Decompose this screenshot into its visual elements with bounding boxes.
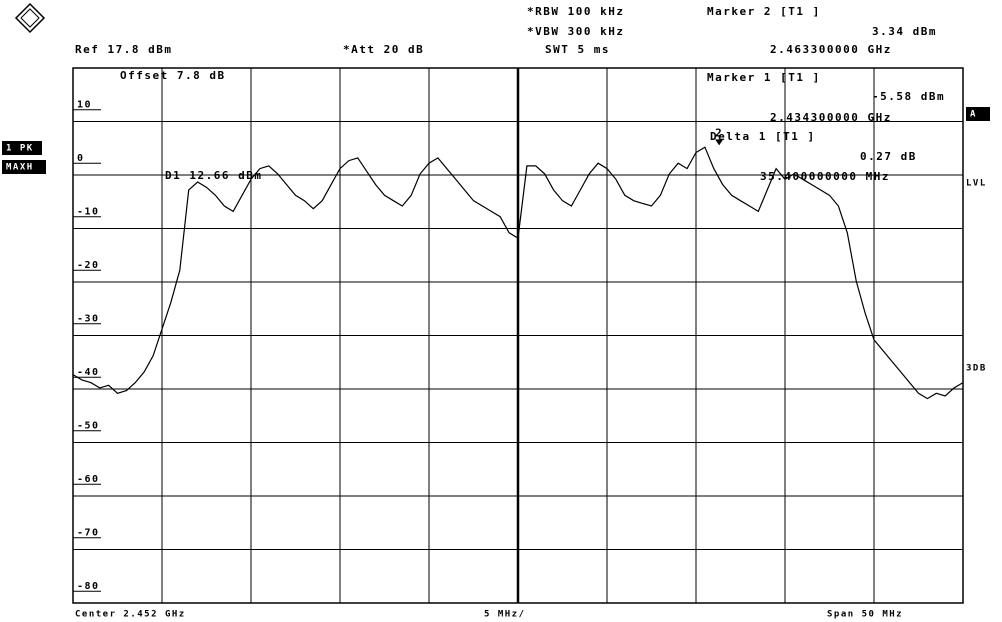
annotation: MAXH <box>6 163 34 173</box>
annotation: *Att 20 dB <box>343 43 424 56</box>
annotation: Marker 1 [T1 ] <box>707 71 821 84</box>
annotation: 0.27 dB <box>860 150 917 163</box>
trace <box>72 146 964 400</box>
annotation: Span 50 MHz <box>827 610 903 620</box>
marker <box>715 139 724 146</box>
y-tick-label: -60 <box>77 474 100 485</box>
y-tick-label: -50 <box>77 421 100 432</box>
annotation: 5 MHz/ <box>484 610 526 620</box>
status-box <box>966 107 990 121</box>
annotation: SWT 5 ms <box>545 43 610 56</box>
annotation: D1 12.66 dBm <box>165 169 262 182</box>
annotation: 3.34 dBm <box>872 25 937 38</box>
annotation: 2.463300000 GHz <box>770 43 892 56</box>
y-tick-label: -80 <box>77 581 100 592</box>
annotation: 2.434300000 GHz <box>770 111 892 124</box>
annotation: A <box>970 110 977 120</box>
annotation: LVL <box>966 179 987 189</box>
y-tick-label: 10 <box>77 100 92 111</box>
annotation: *VBW 300 kHz <box>527 25 624 38</box>
status-box <box>2 160 46 174</box>
annotation: 1 PK <box>6 144 34 154</box>
logo <box>14 2 46 34</box>
y-tick-label: -30 <box>77 314 100 325</box>
status-box <box>2 141 42 155</box>
annotation: 3DB <box>966 364 987 374</box>
annotation: Ref 17.8 dBm <box>75 43 172 56</box>
y-tick-label: 0 <box>77 153 85 164</box>
annotation: 35.400000000 MHz <box>760 170 890 183</box>
annotation: Marker 2 [T1 ] <box>707 5 821 18</box>
annotation: -5.58 dBm <box>872 90 945 103</box>
y-tick-label: -40 <box>77 367 100 378</box>
marker-label: 2 <box>715 126 723 139</box>
y-tick-label: -70 <box>77 528 100 539</box>
annotation: Delta 1 [T1 ] <box>710 130 816 143</box>
annotation: Center 2.452 GHz <box>75 610 186 620</box>
annotation: Offset 7.8 dB <box>120 69 226 82</box>
y-tick-label: -20 <box>77 260 100 271</box>
y-tick-label: -10 <box>77 207 100 218</box>
annotation: *RBW 100 kHz <box>527 5 624 18</box>
